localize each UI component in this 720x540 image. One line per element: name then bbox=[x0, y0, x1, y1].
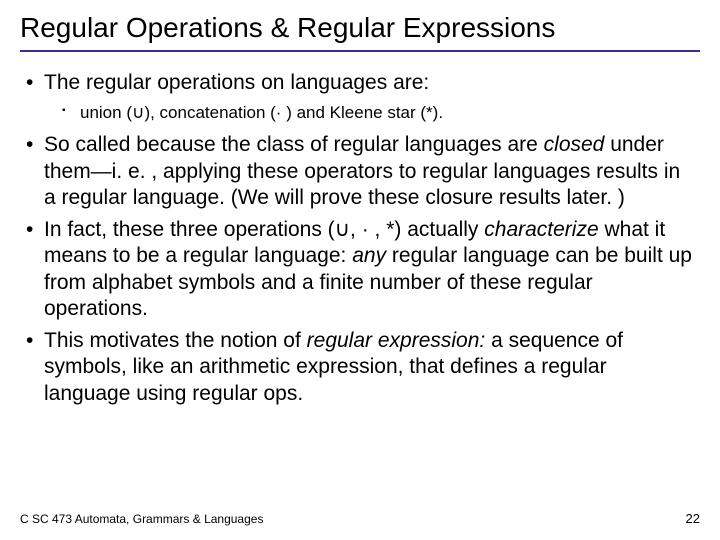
bullet-emph: characterize bbox=[484, 218, 598, 241]
sub-bullet-text: ), concatenation ( bbox=[144, 103, 275, 122]
slide-content: The regular operations on languages are:… bbox=[20, 60, 700, 407]
sub-bullet-text: ) and Kleene star (*). bbox=[281, 103, 443, 122]
bullet-item: In fact, these three operations (∪, · , … bbox=[26, 217, 694, 322]
bullet-emph: closed bbox=[544, 133, 605, 156]
page-number: 22 bbox=[686, 511, 700, 526]
bullet-emph: regular expression: bbox=[307, 329, 486, 352]
title-block: Regular Operations & Regular Expressions bbox=[20, 12, 700, 52]
footer-course: C SC 473 Automata, Grammars & Languages bbox=[20, 512, 263, 526]
bullet-text: This motivates the notion of bbox=[44, 329, 307, 352]
bullet-text: , bbox=[350, 218, 362, 241]
sub-bullet-text: union ( bbox=[80, 103, 132, 122]
bullet-text: So called because the class of regular l… bbox=[44, 133, 544, 156]
bullet-text: The regular operations on languages are: bbox=[44, 71, 429, 94]
bullet-item: So called because the class of regular l… bbox=[26, 132, 694, 211]
sub-bullet-item: union (∪), concatenation (· ) and Kleene… bbox=[26, 102, 694, 124]
title-underline bbox=[20, 50, 700, 52]
bullet-item: The regular operations on languages are: bbox=[26, 70, 694, 96]
union-symbol: ∪ bbox=[335, 218, 350, 241]
bullet-text: , *) actually bbox=[369, 218, 485, 241]
slide-title: Regular Operations & Regular Expressions bbox=[20, 12, 700, 48]
bullet-text: In fact, these three operations ( bbox=[44, 218, 335, 241]
bullet-emph: any bbox=[352, 244, 386, 267]
concat-symbol: · bbox=[362, 218, 369, 241]
slide-footer: C SC 473 Automata, Grammars & Languages … bbox=[20, 511, 700, 526]
bullet-item: This motivates the notion of regular exp… bbox=[26, 328, 694, 407]
union-symbol: ∪ bbox=[132, 103, 144, 122]
